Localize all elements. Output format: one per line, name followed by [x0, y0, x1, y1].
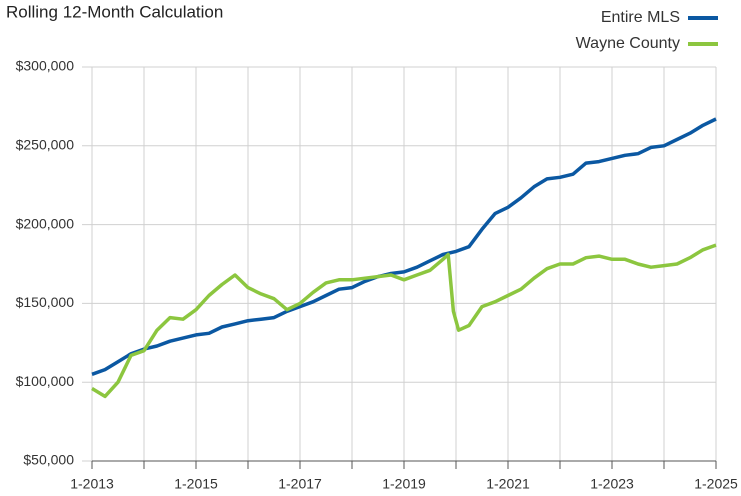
- x-tick-label: 1-2017: [278, 476, 322, 492]
- x-tick-label: 1-2023: [590, 476, 634, 492]
- y-tick-label: $250,000: [16, 137, 75, 153]
- x-tick-label: 1-2015: [174, 476, 218, 492]
- chart-title: Rolling 12-Month Calculation: [6, 2, 223, 21]
- x-tick-label: 1-2021: [486, 476, 530, 492]
- y-tick-label: $100,000: [16, 373, 75, 389]
- y-tick-label: $150,000: [16, 294, 75, 310]
- y-tick-label: $200,000: [16, 215, 75, 231]
- y-tick-label: $300,000: [16, 58, 75, 74]
- x-tick-label: 1-2019: [382, 476, 426, 492]
- series-line: [91, 243, 717, 399]
- y-tick-label: $50,000: [23, 452, 74, 468]
- x-tick-label: 1-2025: [694, 476, 738, 492]
- x-tick-label: 1-2013: [70, 476, 114, 492]
- legend-label: Wayne County: [576, 35, 680, 52]
- legend-label: Entire MLS: [601, 9, 680, 26]
- series-line: [91, 117, 717, 376]
